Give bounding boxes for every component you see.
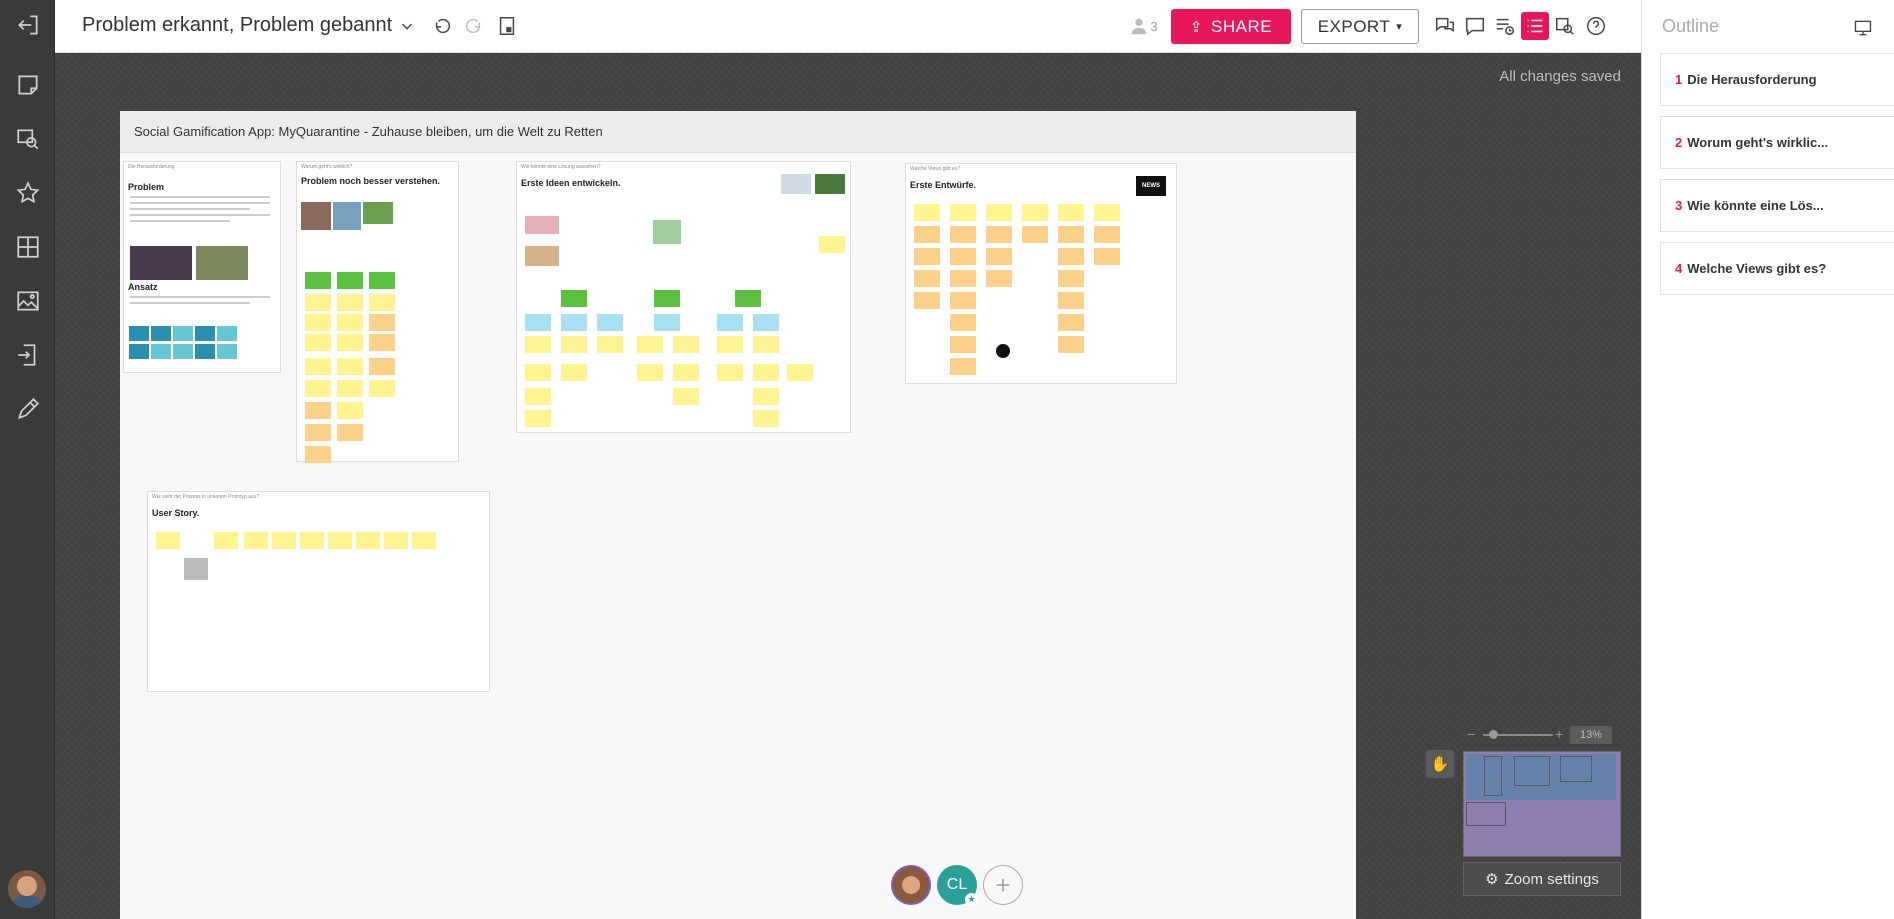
zoom-settings-button[interactable]: ⚙ Zoom settings [1463,862,1621,896]
screenshot [363,202,393,224]
presentation-icon[interactable] [1852,18,1874,38]
frame-drafts[interactable]: Welche Views gibt es? Erste Entwürfe. NE… [905,163,1177,384]
document-title[interactable]: Problem erkannt, Problem gebannt [82,14,393,36]
frame-user-story[interactable]: Wie sieht der Prozess in unserem Prototy… [147,491,490,692]
outline-item-label: Worum geht's wirklic... [1687,135,1829,150]
users-count[interactable]: 3 [1122,12,1164,40]
outline-item-number: 4 [1675,261,1683,276]
zoom-settings-label: Zoom settings [1504,870,1599,888]
top-bar: Problem erkannt, Problem gebannt 3 ⇪ SHA… [55,0,1641,53]
left-toolbar [0,0,55,919]
present-icon[interactable] [493,12,521,40]
upload-icon: ⇪ [1189,18,1203,36]
outline-title: Outline [1662,16,1720,36]
add-collaborator-button[interactable]: + [983,865,1023,905]
outline-item-number: 3 [1675,198,1683,213]
frame-header: Wie könnte eine Lösung aussehen? [521,164,601,170]
collaborator-initials: CL [946,876,968,893]
zoom-in-button[interactable]: + [1555,726,1564,742]
outline-item[interactable]: 1 Die Herausforderung [1660,53,1894,106]
collaborator-avatar[interactable]: CL ★ [937,865,978,906]
screenshot [333,202,361,230]
board[interactable]: Social Gamification App: MyQuarantine - … [120,111,1356,919]
zoom-level[interactable]: 13% [1570,726,1612,744]
photo [196,246,248,280]
minimap[interactable] [1463,751,1621,857]
sketch [525,216,559,234]
zoom-slider[interactable] [1483,734,1553,736]
help-icon[interactable] [1582,12,1610,40]
zoom-control: − + 13% [1467,726,1641,748]
search-icon[interactable] [1551,12,1579,40]
zoom-out-button[interactable]: − [1467,726,1476,742]
outline-icon[interactable] [1521,12,1549,40]
share-label: SHARE [1211,16,1273,36]
sketch [525,246,559,266]
undo-icon[interactable] [429,12,457,40]
frame-header: Wie sieht der Prozess in unserem Prototy… [152,494,259,500]
frame-header: Welche Views gibt es? [910,166,961,172]
frame-title: Erste Ideen entwickeln. [521,178,621,188]
star-icon: ★ [965,893,978,906]
outline-panel: Outline 1 Die Herausforderung 2 Worum geht… [1641,0,1894,919]
sticky-note-icon[interactable] [13,70,43,100]
frame-understand-problem[interactable]: Worum geht's wirklich? Problem noch bess… [296,161,459,463]
collaborators: CL ★ + [891,865,1023,906]
hand-tool-icon[interactable]: ✋ [1426,750,1454,778]
photo [130,246,192,280]
user-count-label: 3 [1150,18,1158,34]
chevron-down-icon: ▾ [1396,21,1403,33]
virus-icon [996,344,1010,358]
activity-icon[interactable] [1491,12,1519,40]
frame-title: Erste Entwürfe. [910,180,977,190]
chat-icon[interactable] [1461,12,1489,40]
outline-item-number: 2 [1675,135,1683,150]
frame-header: Die Herausforderung [128,164,175,170]
outline-item-label: Welche Views gibt es? [1687,261,1827,276]
comments-icon[interactable] [1431,12,1459,40]
frame-ideas[interactable]: Wie könnte eine Lösung aussehen? Erste I… [516,161,851,433]
screenshot [301,202,331,230]
board-title: Social Gamification App: MyQuarantine - … [120,111,1356,153]
pen-icon[interactable] [13,394,43,424]
star-icon[interactable] [13,178,43,208]
search-shapes-icon[interactable] [13,124,43,154]
collaborator-avatar[interactable] [891,865,931,905]
frame-challenge[interactable]: Die Herausforderung Problem Ansatz [123,161,281,373]
frame-title: Problem noch besser verstehen. [301,176,441,186]
outline-item[interactable]: 3 Wie könnte eine Lös... [1660,179,1894,232]
frame-title: User Story. [152,508,200,518]
screenshot [815,174,845,194]
outline-item[interactable]: 2 Worum geht's wirklic... [1660,116,1894,169]
frame-title: Problem [128,182,165,192]
canvas[interactable]: All changes saved Social Gamification Ap… [55,53,1641,919]
gear-icon: ⚙ [1485,871,1499,888]
sketch [653,220,681,244]
zoom-slider-handle[interactable] [1489,730,1498,739]
outline-item-number: 1 [1675,72,1683,87]
news-logo: NEWS [1136,176,1166,196]
chevron-down-icon[interactable] [393,12,421,40]
export-label: EXPORT [1317,16,1391,36]
import-icon[interactable] [13,340,43,370]
redo-icon[interactable] [459,12,487,40]
layout-icon[interactable] [13,232,43,262]
screenshot [781,174,811,194]
outline-item[interactable]: 4 Welche Views gibt es? [1660,242,1894,295]
outline-item-label: Die Herausforderung [1687,72,1817,87]
outline-item-label: Wie könnte eine Lös... [1687,198,1824,213]
export-button[interactable]: EXPORT ▾ [1301,9,1419,44]
frame-subtitle: Ansatz [128,282,158,292]
exit-icon[interactable] [13,10,43,40]
share-button[interactable]: ⇪ SHARE [1171,9,1291,44]
frame-header: Worum geht's wirklich? [301,164,353,170]
user-icon [1132,18,1147,35]
image-icon[interactable] [13,286,43,316]
avatar[interactable] [8,870,46,908]
save-status: All changes saved [1499,68,1621,85]
